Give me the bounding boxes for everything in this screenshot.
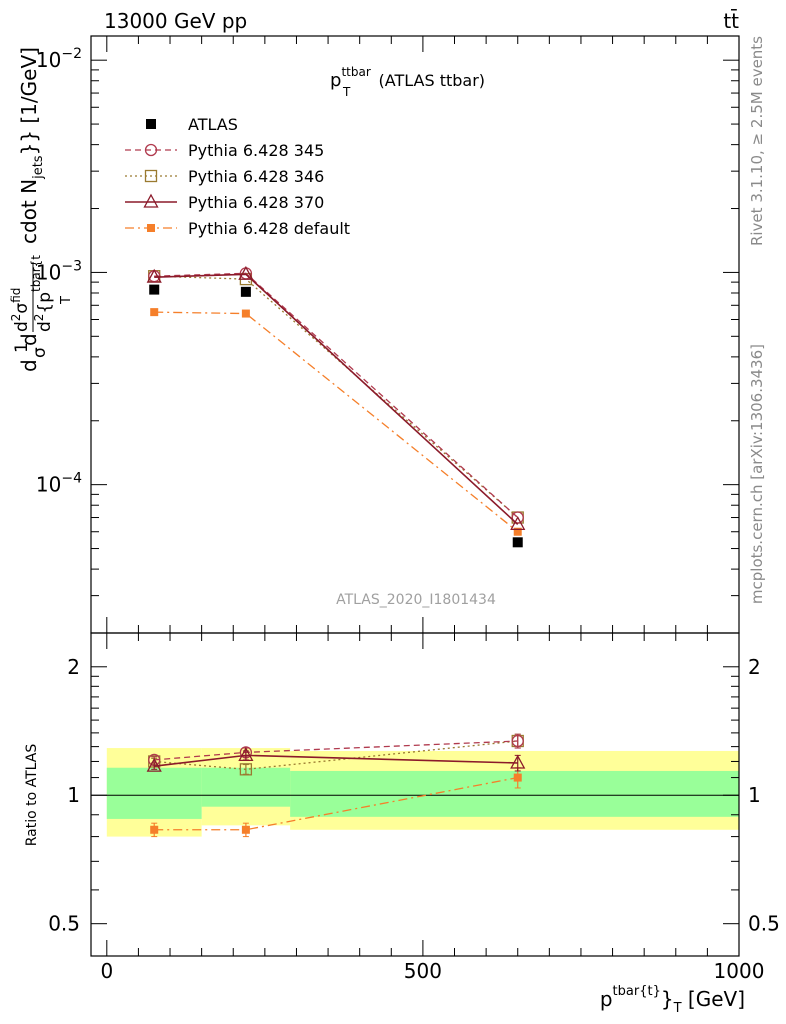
ratio-point-p345 xyxy=(511,734,524,748)
x-tick-label: 500 xyxy=(404,959,442,983)
ratio-y-label: Ratio to ATLAS xyxy=(24,744,40,847)
y-tick-label: 10−4 xyxy=(36,471,82,497)
legend-marker-p345 xyxy=(144,143,158,157)
point-p370 xyxy=(146,268,162,283)
xlabel-sup: tbar{t} xyxy=(613,984,661,999)
main-panel: 10−210−310−4 pttbar (ATLAS ttbar) T ATLA… xyxy=(9,35,740,634)
svg-text:d2σfid: d2σfid xyxy=(9,288,32,332)
ylabel-part: d xyxy=(12,321,32,332)
ylabel-part: 1 xyxy=(12,342,32,353)
ratio-y-tick-label: 0.5 xyxy=(48,912,80,936)
ratio-band-inner xyxy=(106,767,202,819)
ratio-point-pdef xyxy=(150,825,159,834)
ylabel-part: cdot N xyxy=(17,179,41,244)
y-tick-label-base: 10 xyxy=(36,260,61,284)
xlabel-rest: [GeV] xyxy=(688,987,745,1011)
title-main: p xyxy=(330,70,341,91)
legend-marker-atlas xyxy=(146,119,156,129)
ylabel-part: tbar{t xyxy=(29,255,43,292)
ratio-y-tick-label: 1 xyxy=(67,783,80,807)
ratio-point-p370 xyxy=(510,754,526,769)
xlabel-main: p xyxy=(600,987,613,1011)
title-sub: T xyxy=(342,85,351,99)
y-tick-label-exp: −2 xyxy=(61,46,82,62)
ratio-line-p346 xyxy=(154,740,518,770)
legend-label-p346: Pythia 6.428 346 xyxy=(188,167,324,186)
x-tick-label: 0 xyxy=(100,959,113,983)
analysis-watermark: ATLAS_2020_I1801434 xyxy=(336,592,496,608)
mcplots-label: mcplots.cern.ch [arXiv:1306.3436] xyxy=(748,344,766,604)
y-tick-label-base: 10 xyxy=(36,48,61,72)
ylabel-part: σ xyxy=(30,347,50,358)
point-atlas xyxy=(240,286,251,297)
ylabel-part: d xyxy=(35,321,55,332)
point-p370 xyxy=(238,265,254,280)
title-rest: (ATLAS ttbar) xyxy=(379,71,486,90)
point-pdef xyxy=(150,308,159,317)
y-tick-label-exp: −3 xyxy=(61,258,82,274)
ylabel-part: σ xyxy=(12,303,32,314)
point-atlas xyxy=(149,284,160,295)
ratio-y-tick-label-right: 0.5 xyxy=(748,912,780,936)
svg-text:d 1: d 1 xyxy=(12,342,41,372)
xlabel-brace: } xyxy=(661,987,674,1011)
series-line-p346 xyxy=(154,275,519,519)
x-tick-label: 1000 xyxy=(714,959,765,983)
series-line-p345 xyxy=(154,272,519,519)
ratio-point-p370 xyxy=(146,757,162,772)
title-sup: ttbar xyxy=(341,65,370,79)
svg-text:d2{ptbar{t: d2{ptbar{t xyxy=(29,255,55,332)
ylabel-part: d xyxy=(17,333,41,346)
point-atlas xyxy=(512,537,523,548)
x-axis-label: ptbar{t}}T [GeV] xyxy=(600,984,745,1017)
ratio-point-p346 xyxy=(239,763,253,776)
y-tick-label-base: 10 xyxy=(36,473,61,497)
legend-label-atlas: ATLAS xyxy=(188,115,238,134)
ylabel-part: fid xyxy=(9,288,23,303)
y-tick-label: 10−2 xyxy=(36,46,82,72)
point-pdef xyxy=(513,527,522,536)
legend: ATLAS Pythia 6.428 345 Pythia 6.428 346 Pyt… xyxy=(125,115,350,238)
process-label: tt̄ xyxy=(723,8,739,33)
ratio-y-tick-label-right: 2 xyxy=(748,655,761,679)
energy-label: 13000 GeV pp xyxy=(104,9,247,33)
ratio-frame xyxy=(90,632,740,957)
legend-label-pdef: Pythia 6.428 default xyxy=(188,219,350,238)
ratio-y-tick-label: 2 xyxy=(67,655,80,679)
legend-marker-p370 xyxy=(143,193,159,208)
legend-label-p345: Pythia 6.428 345 xyxy=(188,141,324,160)
ylabel-part: T xyxy=(59,296,74,305)
ylabel-part: 2 xyxy=(32,314,46,322)
ratio-panel: 0.5 0.5 1 1 2 2 0 500 1000 Ratio to ATLAS ptbar{… xyxy=(24,632,780,1017)
series-line-pdef xyxy=(154,311,519,533)
ratio-point-pdef xyxy=(241,825,250,834)
main-axis-ticks: 10−210−310−4 xyxy=(36,36,740,634)
point-p370 xyxy=(510,515,526,531)
legend-marker-pdef xyxy=(147,224,155,232)
rivet-version-label: Rivet 3.1.10, ≥ 2.5M events xyxy=(748,36,766,246)
xlabel-sub: T xyxy=(673,1001,682,1016)
point-p345 xyxy=(511,511,524,524)
y-axis-label: d 1 σ d d2σfid d2{ptbar{t T cdot Njets}}… xyxy=(9,47,74,372)
ratio-data-marks xyxy=(91,733,739,838)
ratio-point-p370 xyxy=(238,747,254,762)
ylabel-part: d xyxy=(17,359,41,372)
ylabel-part: jets xyxy=(31,155,46,180)
legend-marker-p346 xyxy=(144,169,158,183)
ratio-axis-ticks: 0.5 0.5 1 1 2 2 0 500 1000 xyxy=(48,633,780,983)
point-pdef xyxy=(241,309,250,318)
y-tick-label-exp: −4 xyxy=(61,471,82,487)
ylabel-part: }} [1/GeV] xyxy=(17,47,41,155)
ratio-y-tick-label-right: 1 xyxy=(748,783,761,807)
main-data-marks xyxy=(146,265,526,548)
ylabel-part: 2 xyxy=(9,314,23,322)
ratio-point-pdef xyxy=(513,773,522,782)
y-tick-label: 10−3 xyxy=(36,258,82,284)
ylabel-part: {p xyxy=(35,292,55,314)
legend-label-p370: Pythia 6.428 370 xyxy=(188,193,324,212)
series-line-p370 xyxy=(154,273,519,525)
svg-text:cdot Njets}} [1/GeV]: cdot Njets}} [1/GeV] xyxy=(17,47,46,244)
plot-title: pttbar (ATLAS ttbar) xyxy=(330,60,485,91)
